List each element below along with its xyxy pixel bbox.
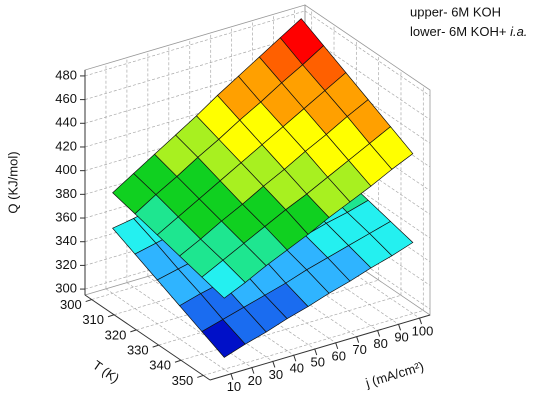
y-tick-label: 310 — [82, 312, 104, 327]
y-tick — [107, 314, 115, 318]
grid-line — [84, 10, 306, 77]
x-tick — [293, 355, 297, 362]
grid-line — [203, 310, 424, 376]
x-tick — [356, 336, 360, 343]
y-tick-label: 340 — [149, 358, 171, 373]
grid-line — [84, 34, 306, 100]
legend-upper: upper- 6M KOH — [410, 4, 501, 19]
legend-lower-text: lower- 6M KOH+ — [410, 24, 506, 39]
y-axis-title: T (K) — [90, 357, 122, 386]
z-tick-label: 320 — [55, 257, 77, 272]
surface-cell — [201, 259, 246, 299]
z-tick-label: 440 — [55, 115, 77, 130]
x-tick — [251, 367, 255, 374]
grid-line — [158, 279, 379, 346]
x-tick — [230, 373, 234, 380]
y-tick — [130, 329, 137, 333]
x-tick-label: 20 — [248, 373, 262, 388]
x-tick — [314, 348, 318, 356]
z-tick-label: 380 — [55, 186, 77, 201]
x-axis-title: j (mA/cm²) — [363, 359, 426, 391]
z-tick-label: 420 — [55, 138, 77, 153]
x-tick-label: 40 — [290, 361, 304, 376]
x-tick — [272, 361, 276, 368]
x-tick-label: 30 — [269, 367, 283, 382]
x-tick-label: 90 — [394, 330, 408, 345]
legend-lower-italic: i.a. — [510, 24, 527, 39]
x-tick-label: 80 — [373, 336, 387, 351]
x-tick — [398, 324, 402, 331]
y-axis — [84, 294, 211, 381]
legend-lower: lower- 6M KOH+ i.a. — [410, 24, 527, 39]
y-tick-label: 350 — [172, 373, 194, 388]
z-tick-label: 340 — [55, 233, 77, 248]
y-tick-label: 320 — [105, 327, 127, 342]
x-tick-label: 10 — [227, 379, 241, 394]
grid-line — [180, 294, 402, 361]
x-tick — [419, 317, 422, 325]
grid-line — [304, 10, 431, 97]
x-tick — [335, 342, 339, 350]
x-tick-label: 50 — [311, 354, 325, 369]
y-tick-label: 330 — [127, 343, 149, 358]
z-tick-label: 400 — [55, 162, 77, 177]
z-tick-label: 360 — [55, 209, 77, 224]
surface-cell — [201, 319, 246, 358]
y-tick-label: 300 — [60, 297, 82, 312]
y-tick — [152, 344, 159, 348]
grid-line — [105, 288, 232, 375]
z-tick-label: 300 — [55, 281, 77, 296]
x-tick — [377, 330, 381, 337]
x-tick-label: 70 — [352, 342, 366, 357]
y-tick — [85, 299, 92, 303]
y-tick — [174, 359, 182, 363]
x-tick-label: 60 — [331, 348, 345, 363]
x-axis — [209, 314, 431, 381]
z-tick-label: 480 — [55, 67, 77, 82]
z-tick-label: 460 — [55, 91, 77, 106]
y-tick — [197, 374, 204, 378]
z-axis-title: Q (KJ/mol) — [5, 151, 20, 213]
x-tick-label: 100 — [412, 324, 434, 339]
